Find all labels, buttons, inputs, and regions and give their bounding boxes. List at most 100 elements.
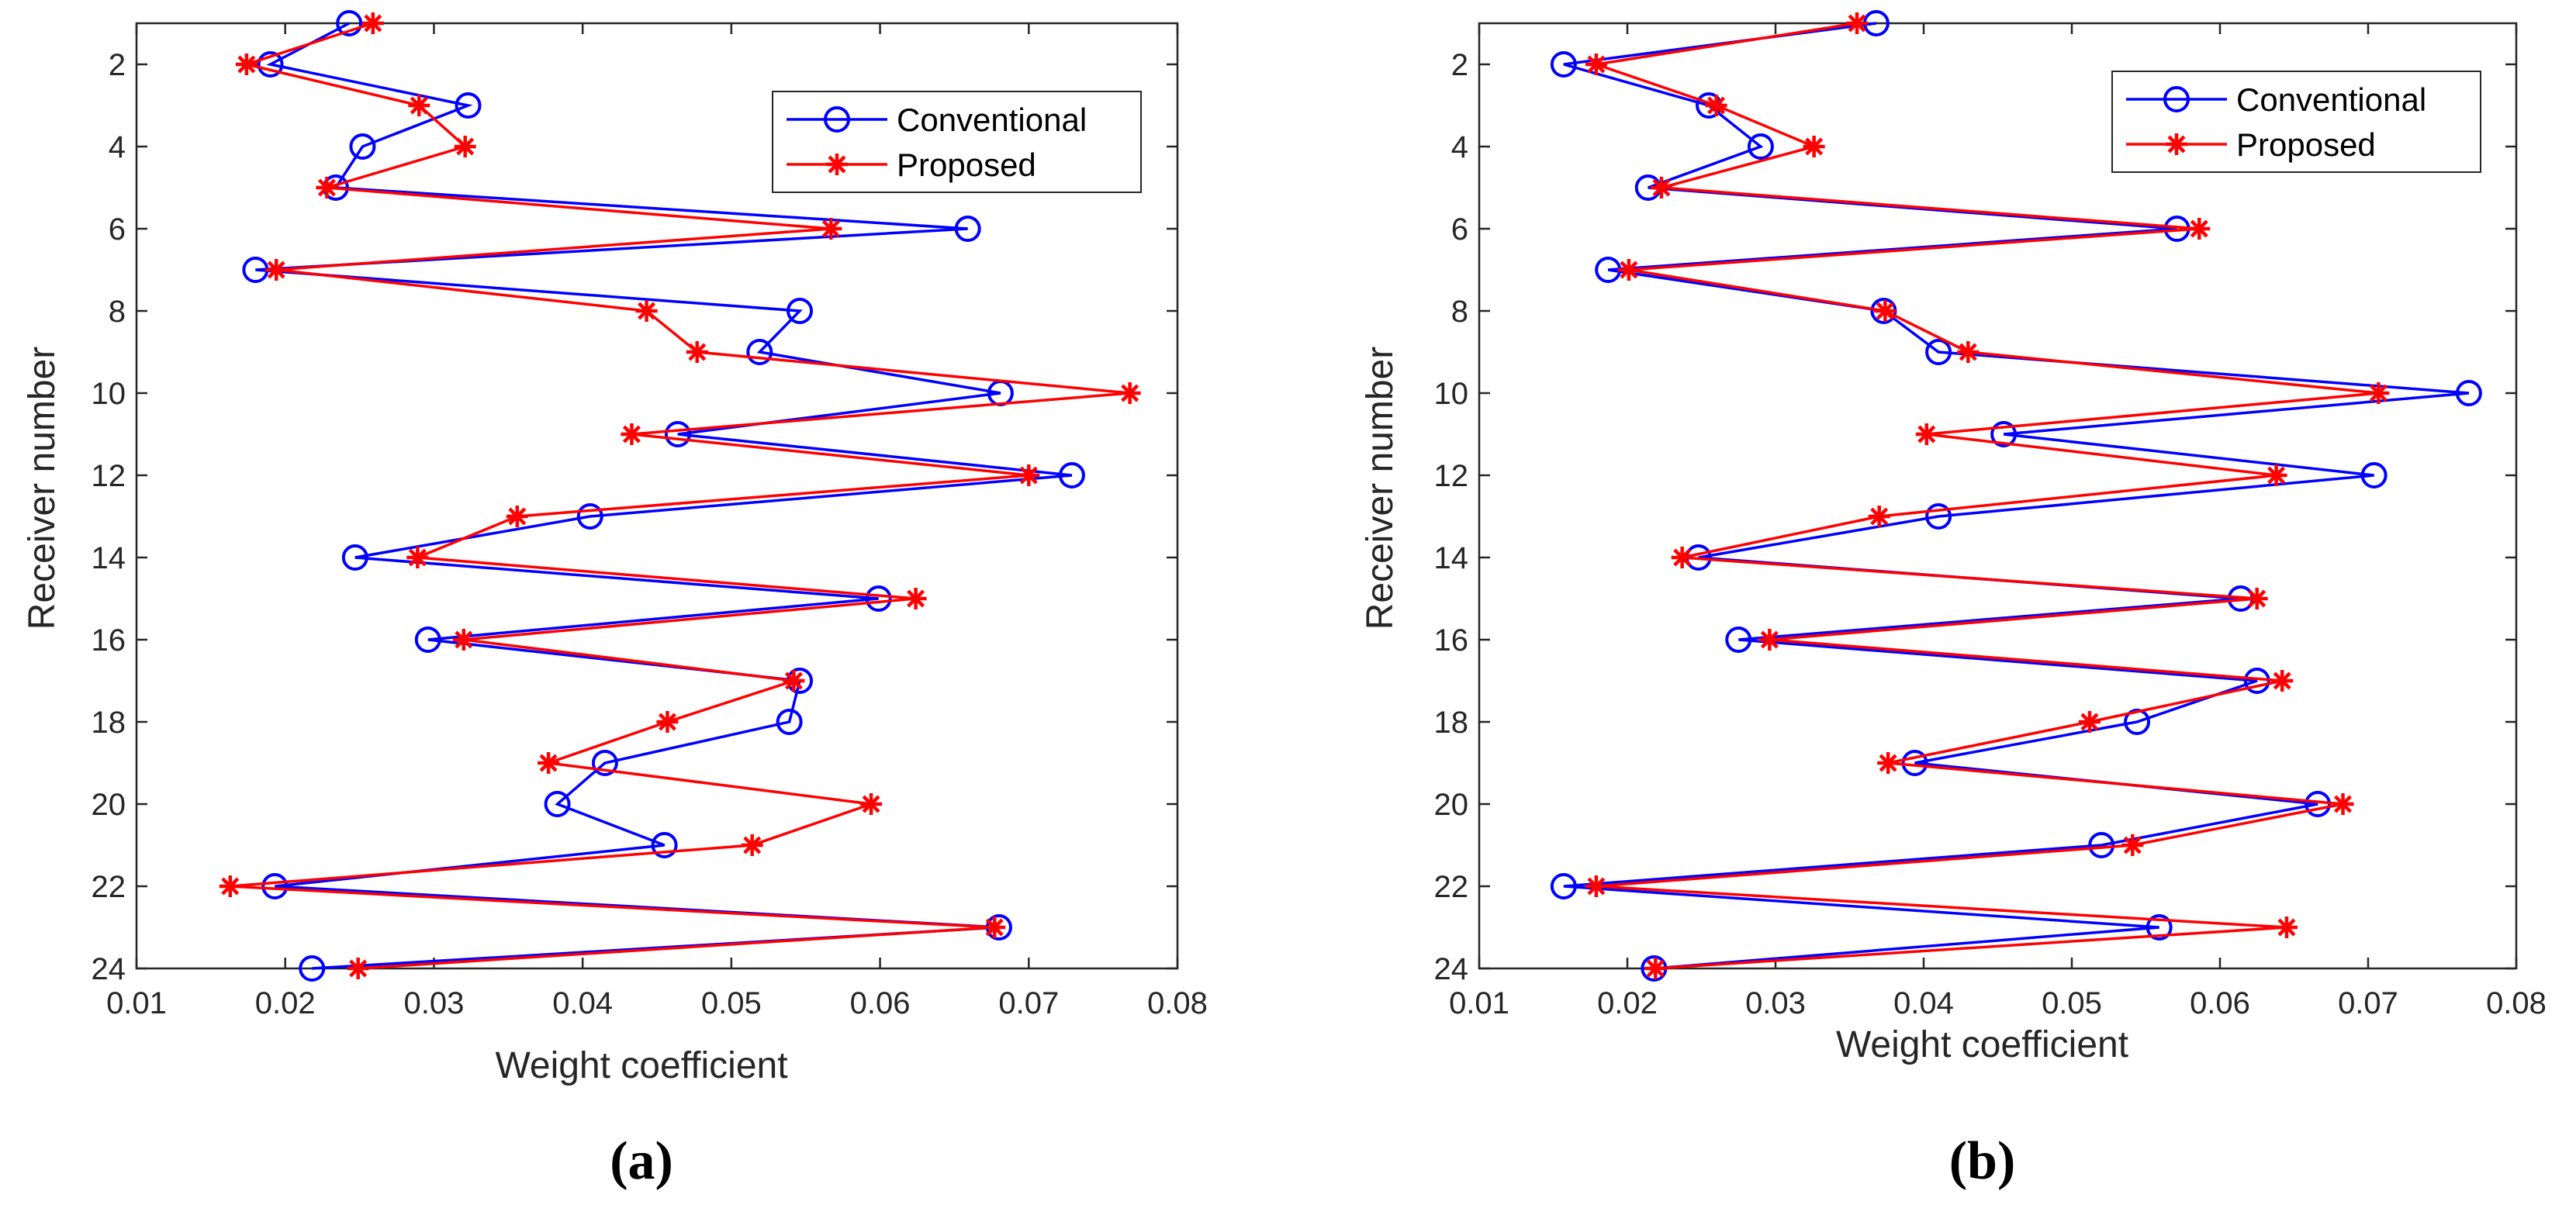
x-tick-label: 0.04: [552, 986, 613, 1020]
x-tick-label: 0.06: [850, 986, 911, 1020]
data-point-proposed: [538, 752, 560, 774]
y-tick-label: 16: [92, 623, 126, 658]
data-point-proposed: [635, 300, 658, 322]
data-point-proposed: [1018, 464, 1040, 486]
chart-panel-b: 0.01 0.02 0.03 0.04 0.05 0.06 0.07 0.0824681012…: [1360, 10, 2547, 1191]
legend-marker-conventional: [2163, 86, 2190, 112]
data-point-conventional: [349, 133, 376, 160]
x-tick-label: 0.04: [1893, 986, 1954, 1020]
data-point-conventional: [544, 791, 571, 817]
data-point-proposed: [2367, 382, 2390, 404]
legend-entry-proposed: Proposed: [897, 147, 1036, 183]
data-point-proposed-stroke: [349, 959, 368, 978]
data-point-proposed-stroke: [2123, 836, 2142, 854]
data-point-proposed-stroke: [1646, 959, 1665, 978]
data-point-conventional: [261, 873, 289, 899]
x-tick-label: 0.07: [998, 986, 1059, 1020]
data-point-conventional: [576, 503, 603, 530]
data-point-proposed: [361, 12, 384, 34]
data-point-proposed-stroke: [2273, 671, 2291, 690]
y-tick-label: 24: [92, 952, 126, 986]
data-point-proposed-stroke: [1652, 178, 1671, 197]
x-tick-label: 0.03: [1745, 986, 1806, 1020]
data-point-conventional: [299, 955, 326, 982]
data-point-proposed: [1957, 341, 1980, 363]
y-tick-label: 10: [1434, 377, 1469, 411]
data-point-proposed: [860, 793, 883, 815]
y-tick-label: 14: [92, 541, 126, 575]
x-tick-label: 0.06: [2190, 986, 2250, 1020]
data-point-proposed-stroke: [1121, 384, 1139, 402]
legend-marker-conventional: [824, 106, 850, 133]
series-line-proposed: [1596, 22, 2379, 970]
data-point-conventional: [257, 51, 284, 78]
data-point-proposed-stroke: [456, 137, 475, 156]
data-point-proposed: [1585, 875, 1607, 897]
data-point-proposed: [1617, 259, 1640, 281]
data-point-proposed: [2265, 464, 2287, 486]
y-tick-label: 10: [92, 377, 126, 411]
data-point-conventional: [336, 10, 363, 36]
series-line-conventional: [255, 22, 1073, 970]
data-point-proposed: [1650, 177, 1672, 198]
data-point-proposed: [235, 54, 258, 75]
data-point-proposed-stroke: [2334, 795, 2353, 813]
data-point-proposed-stroke: [455, 630, 473, 649]
data-point-proposed: [1671, 547, 1693, 568]
data-point-proposed: [686, 341, 708, 363]
data-point-conventional: [1925, 503, 1952, 530]
data-point-conventional: [787, 298, 814, 324]
data-point-proposed: [621, 423, 643, 445]
data-point-proposed: [904, 588, 927, 609]
data-point-proposed: [2078, 711, 2101, 733]
panel-label: (a): [610, 1131, 673, 1191]
data-point-proposed: [406, 547, 429, 568]
data-point-proposed-stroke: [907, 589, 925, 608]
y-tick-label: 12: [92, 459, 126, 493]
x-tick-label: 0.08: [2486, 986, 2547, 1020]
data-point-proposed-stroke: [539, 754, 558, 772]
y-axis-label: Receiver number: [22, 347, 63, 630]
legend-marker-proposed: [826, 154, 848, 175]
data-point-proposed-stroke: [2248, 589, 2267, 608]
data-point-conventional: [414, 627, 441, 653]
legend-entry-conventional: Conventional: [897, 102, 1087, 138]
data-point-proposed-stroke: [221, 877, 240, 896]
data-point-conventional: [2124, 709, 2151, 735]
data-point-proposed-stroke: [1673, 548, 1692, 567]
data-point-proposed: [2188, 218, 2211, 240]
data-point-proposed: [1758, 629, 1781, 651]
data-point-proposed-stroke: [1760, 630, 1779, 649]
data-point-conventional: [2455, 380, 2482, 406]
data-point-proposed-stroke: [688, 343, 707, 361]
data-point-proposed-stroke: [1707, 96, 1726, 115]
legend-entry-conventional: Conventional: [2236, 81, 2426, 118]
data-point-proposed-stroke: [408, 548, 427, 567]
x-tick-label: 0.05: [2042, 986, 2102, 1020]
data-point-conventional: [664, 421, 691, 447]
data-point-proposed: [452, 629, 475, 651]
data-point-proposed: [1705, 95, 1727, 116]
data-point-proposed-stroke: [1587, 877, 1606, 896]
x-tick-label: 0.01: [1449, 986, 1509, 1020]
data-point-conventional: [2146, 914, 2173, 941]
data-point-proposed-stroke: [2190, 219, 2208, 238]
data-point-conventional: [2088, 832, 2115, 858]
data-point-conventional: [651, 832, 678, 858]
y-tick-label: 16: [1434, 623, 1469, 658]
x-tick-label: 0.07: [2338, 986, 2398, 1020]
legend-marker-proposed: [2166, 133, 2187, 155]
data-point-proposed-stroke: [2267, 466, 2286, 485]
data-point-proposed-stroke: [622, 425, 641, 444]
y-tick-label: 18: [1434, 706, 1469, 740]
x-tick-label: 0.02: [255, 986, 316, 1020]
legend-entry-proposed: Proposed: [2236, 126, 2376, 163]
x-tick-label: 0.02: [1597, 986, 1658, 1020]
data-point-proposed: [316, 177, 338, 198]
y-tick-label: 4: [109, 130, 126, 164]
data-point-proposed-stroke: [862, 795, 880, 813]
x-axis-label: Weight coefficient: [1836, 1024, 2128, 1065]
data-point-conventional: [341, 544, 368, 571]
data-point-proposed-stroke: [784, 671, 803, 690]
